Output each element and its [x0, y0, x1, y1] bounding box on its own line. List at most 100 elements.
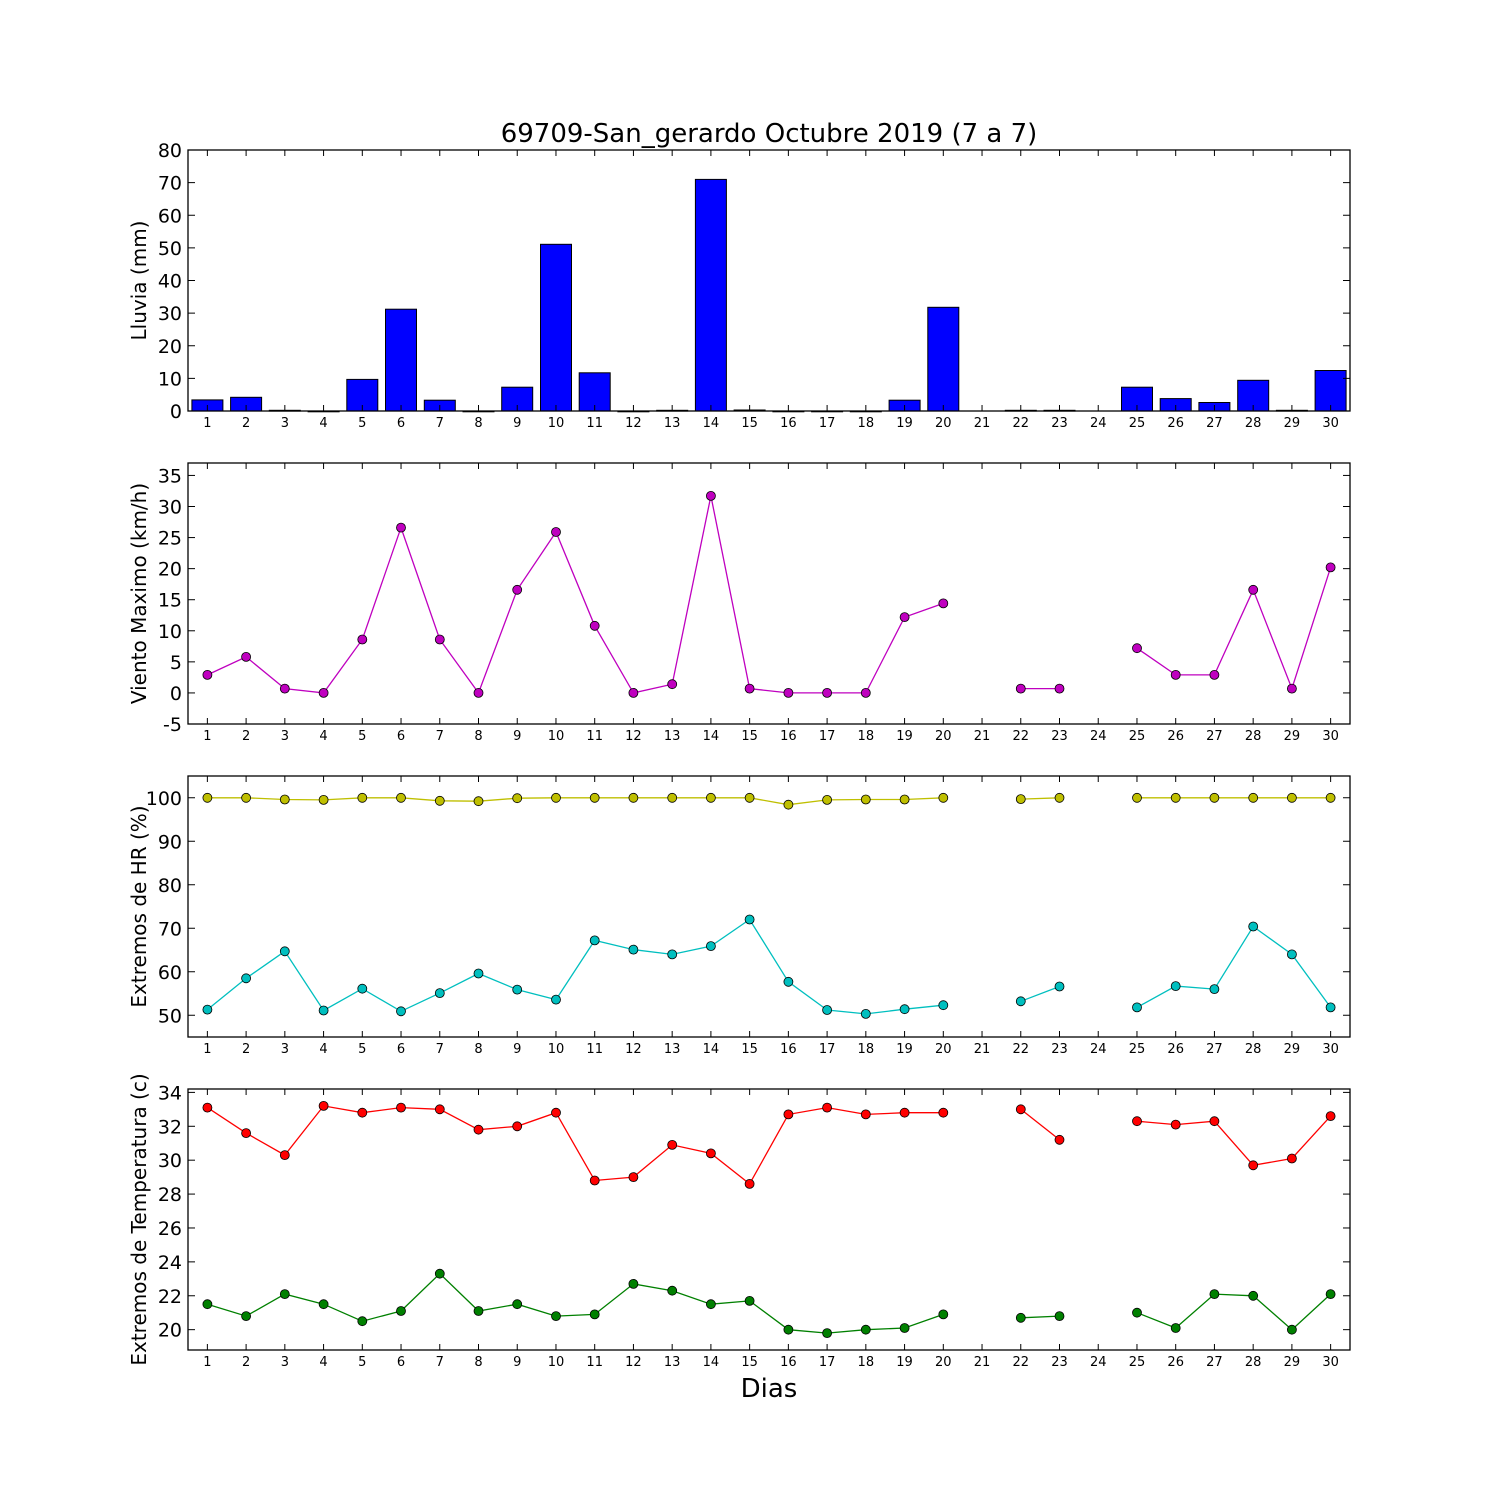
series-2-point-day-11 — [589, 935, 600, 946]
series-2-point-day-19 — [899, 1323, 910, 1333]
y-tick-label: 70 — [158, 918, 182, 940]
series-2-point-day-9 — [512, 1299, 523, 1310]
series-2-point-day-4 — [318, 1005, 329, 1016]
x-tick-label: 12 — [625, 1042, 642, 1057]
x-tick-label: 28 — [1245, 1042, 1262, 1057]
series-1-point-day-25 — [1132, 792, 1142, 803]
x-tick-label: 20 — [935, 729, 952, 744]
x-tick-label: 3 — [281, 729, 289, 744]
series-1-point-day-26 — [1170, 670, 1181, 680]
y-tick-label: 50 — [158, 1005, 182, 1027]
series-1-point-day-29 — [1287, 792, 1297, 803]
series-1-point-day-4 — [318, 1101, 329, 1111]
x-tick-label: 25 — [1129, 1042, 1146, 1057]
x-tick-label: 25 — [1129, 416, 1146, 431]
series-1-point-day-15 — [744, 683, 755, 694]
series-1-point-day-23 — [1054, 1134, 1065, 1145]
x-tick-label: 29 — [1284, 1355, 1301, 1370]
x-tick-label: 17 — [819, 729, 836, 744]
x-tick-label: 20 — [935, 416, 952, 431]
series-1-point-day-19 — [899, 1107, 910, 1118]
series-2-point-day-5 — [357, 1316, 368, 1327]
series-2-point-day-20 — [938, 1309, 949, 1320]
series-1-point-day-16 — [783, 688, 794, 698]
x-tick-label: 6 — [397, 416, 405, 431]
series-1-point-day-25 — [1132, 1116, 1142, 1127]
series-1-point-day-2 — [241, 1128, 252, 1138]
series-2-point-day-27 — [1209, 1289, 1220, 1299]
series-1-point-day-18 — [860, 688, 871, 698]
series-1-point-day-22 — [1015, 683, 1026, 694]
series-2-point-day-13 — [667, 949, 678, 960]
series-1-point-day-8 — [473, 796, 484, 807]
series-1-point-day-15 — [744, 1179, 755, 1189]
series-2-point-day-7 — [434, 988, 445, 998]
series-1-point-day-26 — [1170, 792, 1181, 803]
y-tick-label: 22 — [158, 1286, 182, 1308]
x-tick-label: 16 — [780, 1042, 797, 1057]
x-tick-label: 12 — [625, 729, 642, 744]
series-1-point-day-9 — [512, 1121, 523, 1132]
x-tick-label: 11 — [586, 416, 603, 431]
series-1-point-day-6 — [396, 522, 406, 533]
y-tick-label: 24 — [158, 1252, 182, 1274]
y-axis-label: Extremos de Temperatura (c) — [127, 1073, 151, 1365]
x-tick-label: 23 — [1051, 729, 1068, 744]
series-1-point-day-14 — [706, 792, 716, 803]
y-tick-label: 30 — [158, 1150, 182, 1172]
series-2-point-day-26 — [1170, 1323, 1181, 1333]
y-tick-label: 35 — [158, 465, 182, 487]
x-tick-label: 26 — [1167, 416, 1184, 431]
y-tick-label: 32 — [158, 1116, 182, 1138]
x-tick-label: 24 — [1090, 1042, 1107, 1057]
x-tick-label: 19 — [896, 1042, 913, 1057]
series-2-point-day-12 — [628, 944, 639, 955]
series-1-point-day-13 — [667, 679, 678, 690]
x-tick-label: 17 — [819, 1042, 836, 1057]
series-1-point-day-23 — [1054, 683, 1065, 694]
x-axis-label: Dias — [741, 1374, 798, 1404]
y-tick-label: 20 — [158, 559, 182, 581]
series-2-point-day-11 — [589, 1309, 600, 1320]
panel-frame — [187, 1088, 1351, 1351]
x-tick-label: 15 — [741, 1042, 758, 1057]
bar-day-20 — [927, 306, 960, 412]
y-tick-label: -5 — [163, 714, 182, 736]
x-tick-label: 18 — [858, 1355, 875, 1370]
series-1-point-day-27 — [1209, 1116, 1220, 1127]
x-tick-label: 3 — [281, 1355, 289, 1370]
x-tick-label: 23 — [1051, 1355, 1068, 1370]
series-2-point-day-29 — [1287, 1324, 1297, 1335]
series-2-point-day-15 — [744, 1296, 755, 1306]
x-tick-label: 24 — [1090, 1355, 1107, 1370]
x-tick-label: 27 — [1206, 416, 1223, 431]
x-tick-label: 22 — [1012, 1355, 1029, 1370]
x-tick-label: 5 — [358, 1355, 366, 1370]
x-tick-label: 24 — [1090, 729, 1107, 744]
x-tick-label: 30 — [1322, 729, 1339, 744]
series-2-point-day-22 — [1015, 1312, 1026, 1323]
x-tick-label: 18 — [858, 416, 875, 431]
series-1-point-day-26 — [1170, 1119, 1181, 1130]
x-tick-label: 3 — [281, 1042, 289, 1057]
series-1-point-day-25 — [1132, 643, 1142, 654]
x-tick-label: 25 — [1129, 729, 1146, 744]
series-2-point-day-10 — [551, 994, 561, 1005]
y-axis-label: Extremos de HR (%) — [127, 805, 151, 1007]
series-2-point-day-30 — [1325, 1289, 1336, 1299]
series-1-point-day-27 — [1209, 670, 1220, 680]
x-tick-label: 14 — [703, 1355, 720, 1370]
series-2-point-day-19 — [899, 1004, 910, 1015]
series-1-point-day-3 — [279, 794, 290, 805]
series-2-point-day-4 — [318, 1299, 329, 1310]
y-tick-label: 80 — [158, 140, 182, 162]
series-1-point-day-16 — [783, 799, 794, 810]
chart-title: 69709-San_gerardo Octubre 2019 (7 a 7) — [501, 119, 1038, 149]
series-2-point-day-23 — [1054, 1311, 1065, 1321]
x-tick-label: 30 — [1322, 1355, 1339, 1370]
x-tick-label: 16 — [780, 1355, 797, 1370]
series-2-point-day-3 — [279, 946, 290, 957]
